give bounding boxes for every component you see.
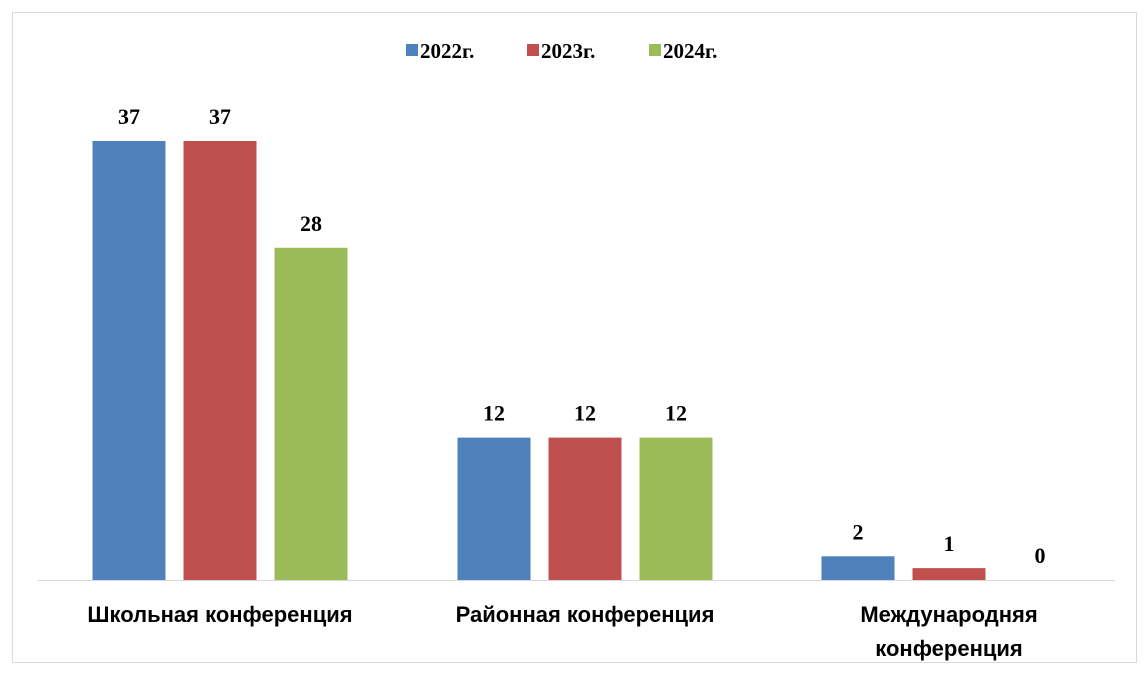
legend-label-1: 2022г. — [420, 39, 474, 63]
data-label-2-1: 12 — [483, 401, 505, 426]
legend-label-3: 2024г. — [663, 39, 717, 63]
bar-2-3 — [639, 437, 713, 580]
data-label-3-2: 1 — [944, 531, 955, 556]
data-label-3-3: 0 — [1035, 543, 1046, 568]
data-label-3-1: 2 — [853, 519, 864, 544]
bar-1-2 — [183, 141, 257, 580]
category-label-2: Районная конференция — [456, 602, 715, 627]
legend-swatch-2 — [527, 44, 539, 56]
data-label-1-1: 37 — [118, 104, 140, 129]
data-label-2-3: 12 — [665, 401, 687, 426]
category-label-3-line-1: Международняя — [860, 602, 1037, 627]
category-labels-group: Школьная конференция Районная конференция… — [87, 602, 1037, 661]
legend-swatch-1 — [406, 44, 418, 56]
data-label-2-2: 12 — [574, 401, 596, 426]
legend-label-2: 2023г. — [541, 39, 595, 63]
legend: 2022г. 2023г. 2024г. — [406, 39, 717, 63]
data-label-1-3: 28 — [300, 211, 322, 236]
bar-2-2 — [548, 437, 622, 580]
bar-3-1 — [821, 556, 895, 580]
data-label-1-2: 37 — [209, 104, 231, 129]
category-label-3-line-2: конференция — [875, 636, 1023, 661]
data-labels-group: 37 37 28 12 12 12 2 1 0 — [118, 104, 1046, 568]
bar-2-1 — [457, 437, 531, 580]
category-label-1: Школьная конференция — [87, 602, 352, 627]
bar-3-2 — [912, 568, 986, 580]
bar-1-1 — [92, 141, 166, 580]
bars-group — [92, 141, 986, 580]
legend-swatch-3 — [649, 44, 661, 56]
bar-1-3 — [274, 247, 348, 580]
